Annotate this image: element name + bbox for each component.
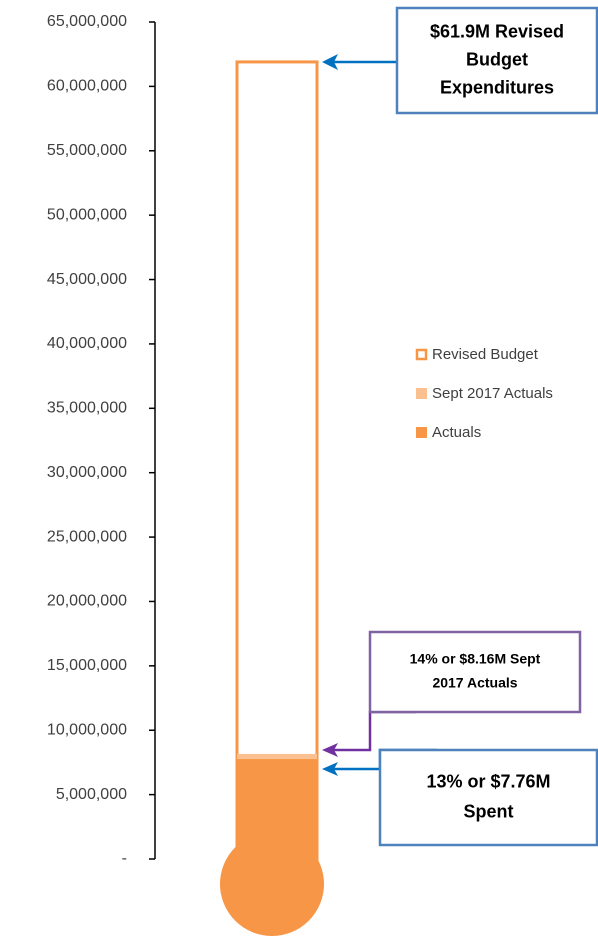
arrowhead — [322, 762, 338, 776]
arrow — [332, 710, 416, 752]
bar-outline — [235, 60, 319, 861]
bar — [237, 759, 317, 861]
annotation-text: 13% or $7.76M — [426, 771, 550, 791]
y-tick-label: 20,000,000 — [47, 593, 127, 610]
annotation-text: Expenditures — [440, 77, 554, 97]
y-tick-label: 25,000,000 — [47, 528, 127, 545]
annotation-box — [368, 630, 582, 714]
y-tick-label: - — [122, 850, 127, 867]
legend-label: Revised Budget — [432, 346, 539, 363]
y-tick-label: 65,000,000 — [47, 13, 127, 30]
legend-label: Sept 2017 Actuals — [432, 385, 553, 402]
arrowhead — [322, 743, 338, 757]
legend-swatch — [415, 348, 428, 361]
y-tick-label: 35,000,000 — [47, 400, 127, 417]
y-tick-label: 30,000,000 — [47, 464, 127, 481]
annotation-text: Budget — [466, 49, 528, 69]
y-tick-label: 15,000,000 — [47, 657, 127, 674]
y-tick-label: 5,000,000 — [56, 786, 127, 803]
legend-label: Actuals — [432, 424, 481, 441]
y-tick-label: 55,000,000 — [47, 142, 127, 159]
annotation-box — [395, 6, 598, 115]
y-tick-label: 45,000,000 — [47, 271, 127, 288]
annotation-text: 2017 Actuals — [432, 675, 517, 691]
y-tick-label: 10,000,000 — [47, 721, 127, 738]
annotation-box — [378, 748, 598, 847]
annotation-text: Spent — [463, 801, 513, 821]
legend-swatch — [416, 388, 427, 399]
annotation-text: 14% or $8.16M Sept — [410, 651, 541, 667]
arrowhead — [322, 54, 338, 70]
y-tick-label: 40,000,000 — [47, 335, 127, 352]
legend-swatch — [416, 427, 427, 438]
y-tick-label: 50,000,000 — [47, 206, 127, 223]
y-tick-label: 60,000,000 — [47, 78, 127, 95]
annotation-text: $61.9M Revised — [430, 21, 564, 41]
